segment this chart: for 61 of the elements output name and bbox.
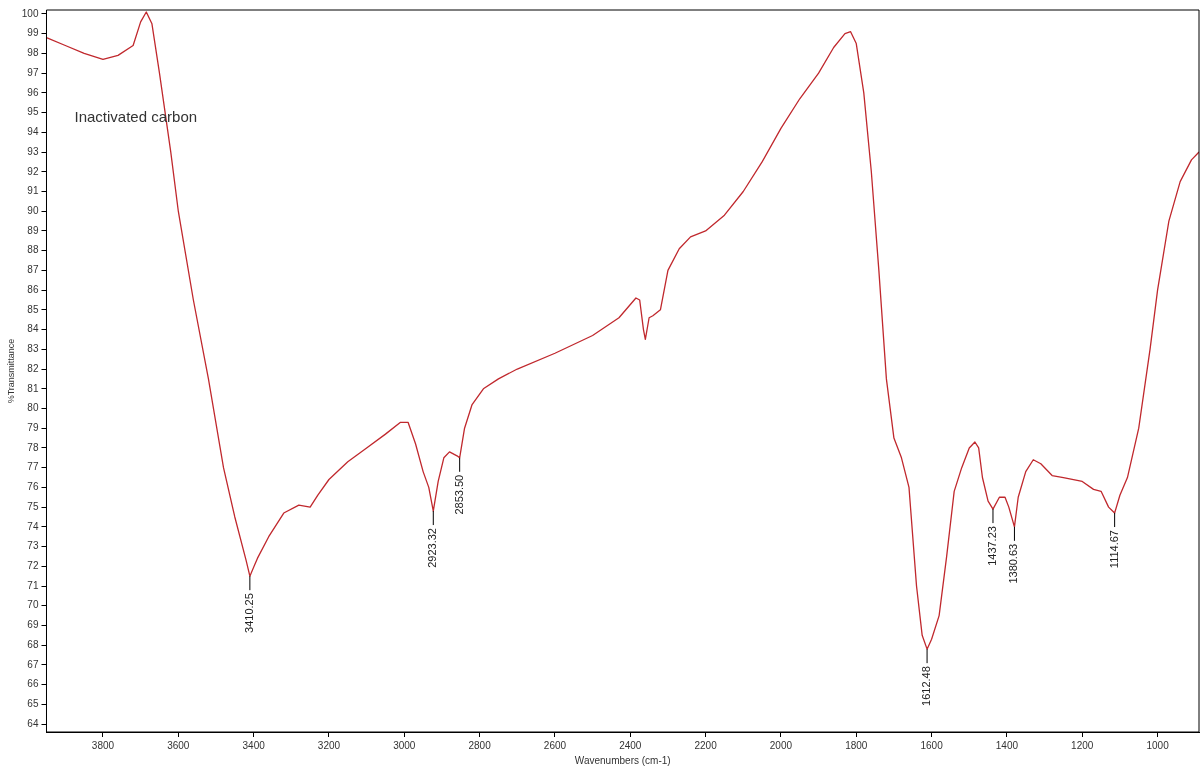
- y-tick-label: 65: [27, 698, 39, 710]
- y-tick-label: 84: [27, 323, 39, 335]
- y-tick-label: 66: [27, 678, 39, 690]
- y-tick-label: 100: [21, 7, 39, 19]
- y-tick-label: 75: [27, 500, 39, 512]
- y-tick-label: 69: [27, 619, 39, 631]
- y-tick-label: 64: [27, 717, 39, 729]
- annotation: 3410.25: [242, 593, 255, 633]
- x-tick-label: 1400: [995, 739, 1019, 751]
- x-tick-label: 2600: [543, 739, 567, 751]
- x-tick-label: 3000: [393, 739, 416, 751]
- y-tick-label: 98: [27, 47, 39, 59]
- annotation: 2923.32: [426, 528, 439, 568]
- x-axis-title: Wavenumbers (cm-1): [574, 754, 671, 766]
- annotation: 1437.23: [986, 526, 999, 566]
- y-tick-label: 83: [27, 343, 39, 355]
- y-tick-label: 88: [27, 244, 39, 256]
- y-tick-label: 74: [27, 520, 39, 532]
- x-tick-label: 2400: [619, 739, 642, 751]
- y-tick-label: 73: [27, 540, 39, 552]
- y-tick-label: 90: [27, 204, 39, 216]
- x-tick-label: 1000: [1146, 739, 1170, 751]
- y-tick-label: 85: [27, 303, 39, 315]
- x-tick-label: 3600: [167, 739, 190, 751]
- x-tick-label: 3800: [91, 739, 115, 751]
- y-tick-label: 94: [27, 126, 39, 138]
- y-tick-label: 93: [27, 145, 39, 157]
- annotation: 1114.67: [1107, 530, 1120, 569]
- y-tick-label: 67: [27, 658, 39, 670]
- x-tick-label: 2800: [468, 739, 492, 751]
- y-tick-label: 77: [27, 461, 39, 473]
- y-tick-label: 72: [27, 560, 39, 572]
- y-tick-label: 82: [27, 362, 39, 374]
- y-tick-label: 78: [27, 441, 39, 453]
- y-tick-label: 86: [27, 283, 39, 295]
- y-tick-label: 87: [27, 264, 39, 276]
- y-tick-label: 95: [27, 106, 39, 118]
- y-tick-label: 99: [27, 27, 39, 39]
- x-tick-label: 3400: [242, 739, 266, 751]
- y-tick-label: 79: [27, 421, 39, 433]
- x-tick-label: 3200: [317, 739, 341, 751]
- x-tick-label: 1800: [845, 739, 868, 751]
- y-tick-label: 89: [27, 224, 39, 236]
- y-tick-label: 76: [27, 481, 39, 493]
- y-tick-label: 81: [27, 382, 39, 394]
- x-tick-label: 1600: [920, 739, 944, 751]
- x-tick-label: 1200: [1071, 739, 1094, 751]
- y-tick-label: 80: [27, 402, 39, 414]
- y-tick-label: 97: [27, 66, 39, 78]
- annotation: 1380.63: [1007, 543, 1020, 584]
- y-tick-label: 92: [27, 165, 39, 177]
- annotation: 2853.50: [452, 474, 465, 515]
- y-tick-label: 68: [27, 638, 39, 650]
- y-tick-label: 96: [27, 86, 39, 98]
- y-tick-label: 71: [27, 579, 39, 591]
- annotation: 1612.48: [920, 666, 933, 706]
- y-tick-label: 70: [27, 599, 39, 611]
- y-tick-label: 91: [27, 185, 39, 197]
- x-tick-label: 2000: [769, 739, 793, 751]
- x-tick-label: 2200: [694, 739, 718, 751]
- y-axis-title: %Transmittance: [5, 338, 16, 404]
